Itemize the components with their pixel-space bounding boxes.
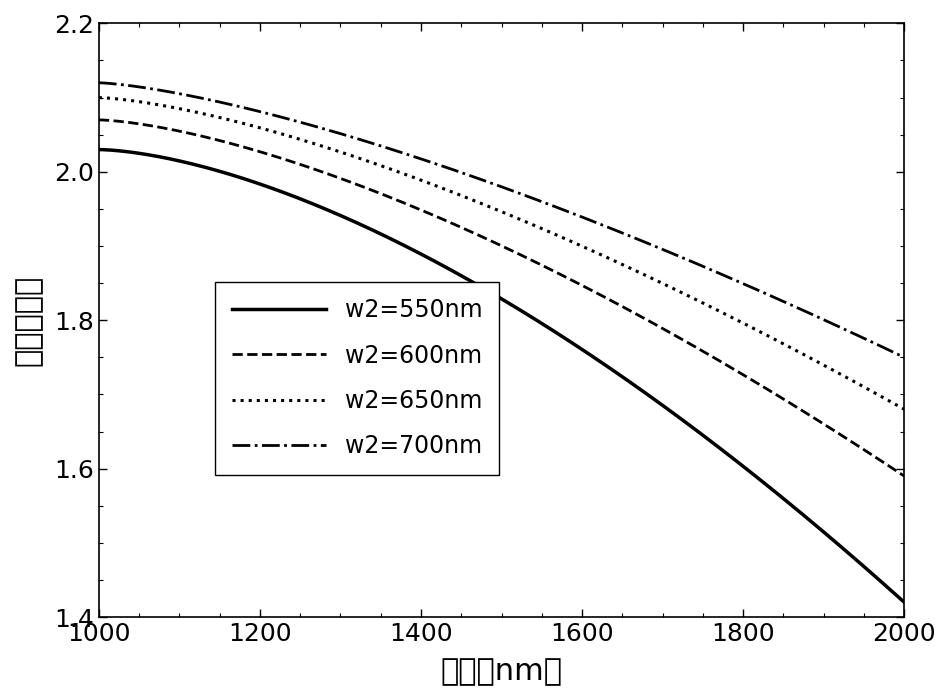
Line: w2=650nm: w2=650nm (99, 97, 904, 410)
w2=600nm (419, 207, 430, 216)
w2=700nm (447, 166, 459, 174)
Y-axis label: 折射率实部: 折射率实部 (14, 274, 43, 366)
X-axis label: 波长（nm）: 波长（nm） (441, 657, 562, 686)
w2=600nm (735, 370, 747, 378)
w2=700nm (646, 241, 657, 249)
w2=550nm (721, 449, 732, 458)
Line: w2=600nm: w2=600nm (99, 120, 904, 476)
w2=650nm (899, 405, 910, 414)
w2=550nm (646, 393, 657, 402)
w2=550nm (735, 461, 747, 469)
w2=650nm (721, 311, 732, 319)
w2=600nm (447, 220, 459, 228)
w2=700nm (735, 279, 747, 287)
w2=700nm (176, 90, 187, 98)
w2=600nm (721, 361, 732, 370)
w2=550nm (176, 157, 187, 165)
w2=650nm (419, 177, 430, 186)
Legend: w2=550nm, w2=600nm, w2=650nm, w2=700nm: w2=550nm, w2=600nm, w2=650nm, w2=700nm (216, 282, 500, 475)
w2=650nm (176, 105, 187, 113)
w2=550nm (899, 598, 910, 606)
w2=600nm (899, 472, 910, 480)
w2=550nm (419, 252, 430, 260)
Line: w2=550nm: w2=550nm (99, 150, 904, 602)
w2=600nm (176, 127, 187, 136)
w2=700nm (419, 156, 430, 164)
w2=550nm (447, 267, 459, 276)
w2=650nm (93, 93, 104, 102)
w2=700nm (899, 354, 910, 362)
w2=700nm (93, 78, 104, 87)
w2=650nm (646, 274, 657, 283)
w2=650nm (447, 188, 459, 197)
w2=550nm (93, 146, 104, 154)
w2=650nm (735, 318, 747, 326)
w2=700nm (721, 272, 732, 281)
w2=600nm (646, 318, 657, 327)
Line: w2=700nm: w2=700nm (99, 83, 904, 358)
w2=600nm (93, 116, 104, 124)
